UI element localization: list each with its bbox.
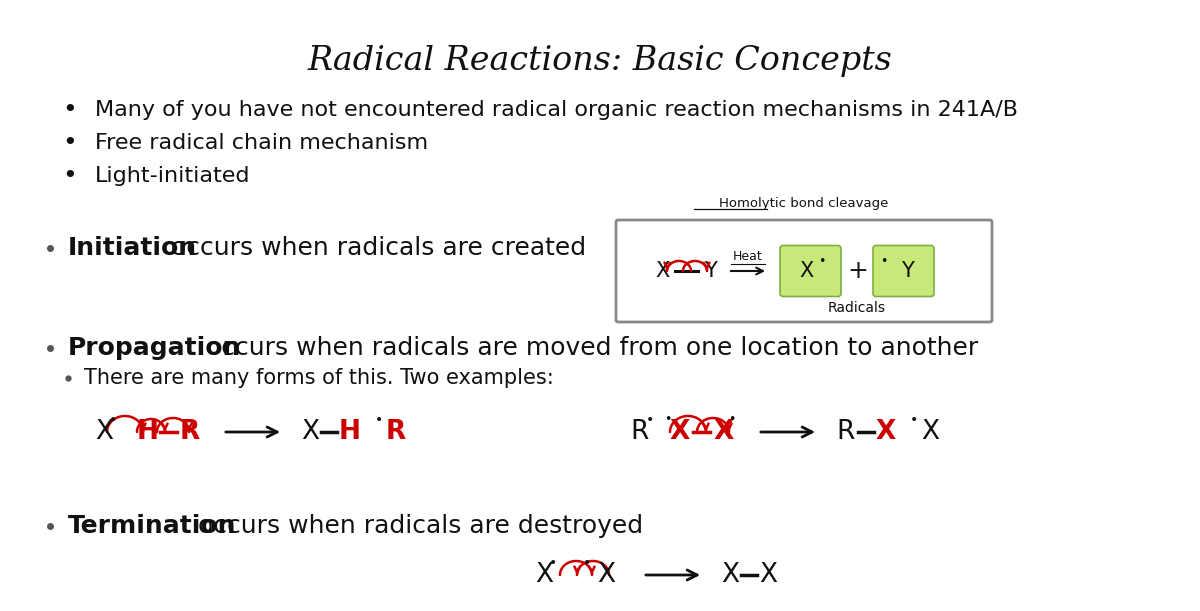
Text: Y: Y	[901, 261, 914, 281]
Text: There are many forms of this. Two examples:: There are many forms of this. Two exampl…	[84, 368, 553, 388]
Text: Initiation: Initiation	[68, 236, 197, 260]
Text: Light-initiated: Light-initiated	[95, 166, 251, 186]
Text: X: X	[656, 261, 670, 281]
Text: •: •	[109, 413, 118, 427]
Text: R: R	[180, 419, 200, 445]
FancyBboxPatch shape	[874, 246, 934, 296]
Text: •: •	[818, 255, 826, 268]
Text: •: •	[646, 413, 654, 427]
Text: Termination: Termination	[68, 514, 236, 538]
FancyBboxPatch shape	[616, 220, 992, 322]
Text: X: X	[922, 419, 940, 445]
Text: •: •	[62, 131, 77, 155]
Text: X: X	[799, 261, 814, 281]
Text: R: R	[836, 419, 854, 445]
Text: Homolytic bond cleavage: Homolytic bond cleavage	[719, 197, 889, 210]
Text: Free radical chain mechanism: Free radical chain mechanism	[95, 133, 428, 153]
Text: •: •	[665, 414, 672, 426]
Text: X: X	[713, 419, 733, 445]
Text: occurs when radicals are created: occurs when radicals are created	[163, 236, 586, 260]
Text: Radical Reactions: Basic Concepts: Radical Reactions: Basic Concepts	[307, 45, 893, 77]
FancyBboxPatch shape	[780, 246, 841, 296]
Text: X: X	[301, 419, 319, 445]
Text: •: •	[62, 164, 77, 188]
Text: H: H	[340, 419, 361, 445]
Text: Many of you have not encountered radical organic reaction mechanisms in 241A/B: Many of you have not encountered radical…	[95, 100, 1018, 120]
Text: R: R	[386, 419, 407, 445]
Text: X: X	[721, 562, 739, 588]
Text: •: •	[583, 556, 592, 570]
Text: •: •	[910, 413, 918, 427]
Text: •: •	[374, 413, 383, 427]
Text: +: +	[847, 259, 869, 283]
Text: •: •	[62, 98, 77, 122]
Text: H: H	[137, 419, 158, 445]
Text: X: X	[95, 419, 113, 445]
Text: X: X	[598, 562, 616, 588]
Text: X: X	[535, 562, 553, 588]
Text: •: •	[548, 556, 557, 570]
Text: occurs when radicals are destroyed: occurs when radicals are destroyed	[190, 514, 643, 538]
Text: occurs when radicals are moved from one location to another: occurs when radicals are moved from one …	[198, 336, 978, 360]
Text: R: R	[630, 419, 648, 445]
Text: X: X	[876, 419, 896, 445]
Text: Propagation: Propagation	[68, 336, 241, 360]
Text: •: •	[881, 255, 888, 268]
Text: X: X	[670, 419, 690, 445]
Text: Heat: Heat	[733, 250, 763, 263]
Text: •: •	[728, 414, 736, 426]
Text: X: X	[760, 562, 778, 588]
Text: Radicals: Radicals	[828, 301, 886, 315]
Text: Y: Y	[703, 261, 716, 281]
